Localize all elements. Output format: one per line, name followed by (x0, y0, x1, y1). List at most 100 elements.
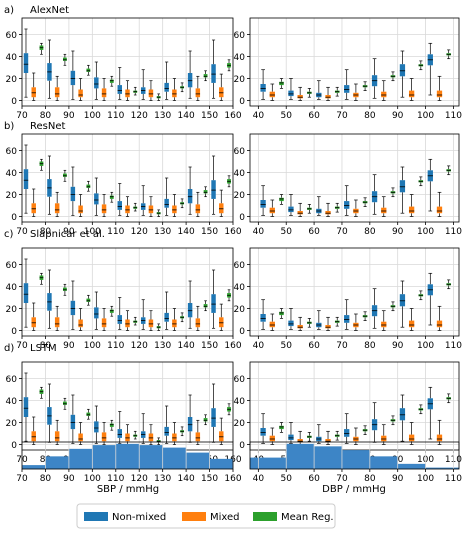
box-meanreg (63, 283, 67, 296)
box-nonmixed (23, 258, 29, 328)
legend-label-meanreg: Mean Reg. (281, 512, 334, 523)
box-mixed (148, 424, 154, 445)
box-mixed (125, 80, 130, 101)
box-body (63, 287, 67, 291)
box-nonmixed (164, 177, 169, 216)
box-nonmixed (164, 405, 169, 444)
histogram-bar (369, 456, 398, 470)
box-body (399, 180, 406, 193)
box-meanreg (390, 187, 396, 198)
box-nonmixed (260, 69, 266, 100)
xtick-label: 100 (417, 227, 434, 237)
panel-frame (21, 133, 234, 223)
box-meanreg (390, 71, 396, 82)
xtick-label: 90 (392, 227, 404, 237)
box-mixed (101, 78, 107, 101)
box-body (260, 84, 266, 92)
ytick-label: 20 (6, 75, 18, 85)
xtick-label: 120 (131, 227, 148, 237)
box-body (381, 435, 387, 442)
xtick-label: 70 (16, 341, 28, 351)
box-body (86, 184, 91, 188)
ytick-label: 60 (6, 147, 18, 157)
box-nonmixed (427, 272, 433, 326)
box-nonmixed (23, 28, 29, 98)
box-body (101, 432, 107, 442)
ytick-label: 60 (234, 147, 246, 157)
box-body (109, 309, 114, 313)
box-mixed (269, 313, 275, 331)
box-mixed (353, 313, 359, 331)
legend-swatch-mixed (182, 512, 206, 521)
xtick-label: 50 (281, 111, 293, 121)
box-meanreg (279, 308, 284, 319)
xtick-label: 70 (336, 227, 348, 237)
box-body (94, 421, 99, 433)
box-body (279, 197, 284, 202)
box-nonmixed (94, 405, 99, 444)
xtick-label: 160 (224, 227, 241, 237)
histogram-frame (21, 441, 234, 470)
xtick-label: 50 (281, 341, 293, 351)
box-mixed (125, 424, 130, 445)
box-body (109, 195, 114, 199)
box-body (211, 408, 216, 427)
box-mixed (195, 419, 201, 445)
xtick-label: 100 (84, 111, 101, 121)
box-meanreg (39, 158, 44, 171)
box-nonmixed (23, 372, 29, 442)
box-panels: 0 20 40 60 70 80 90 100 110 120 130 140 150 160 0 20 40 6… (6, 17, 462, 465)
box-nonmixed (316, 310, 322, 330)
row-c-label: Slapnicar et al. (30, 229, 105, 240)
box-mixed (325, 430, 331, 445)
ytick-label: 20 (234, 191, 246, 201)
box-nonmixed (371, 402, 378, 443)
ytick-label: 60 (234, 375, 246, 385)
xtick-label: 50 (281, 227, 293, 237)
box-body (279, 81, 284, 86)
box-body (172, 205, 177, 214)
box-nonmixed (211, 383, 216, 443)
box-body (269, 435, 275, 442)
xtick-label: 100 (84, 341, 101, 351)
ytick-label: 20 (234, 419, 246, 429)
hist-xtick-label: 80 (364, 474, 376, 484)
box-body (187, 73, 193, 88)
box-body (203, 74, 208, 78)
sbp-xlabel: SBP / mmHg (97, 484, 159, 495)
box-mixed (78, 422, 83, 445)
xtick-label: 110 (445, 111, 462, 121)
hist-xtick-label: 160 (224, 474, 241, 484)
box-nonmixed (187, 50, 193, 99)
box-body (399, 408, 406, 421)
box-body (269, 321, 275, 328)
box-nonmixed (70, 166, 76, 216)
box-body (219, 317, 224, 328)
xtick-label: 90 (63, 111, 75, 121)
box-body (70, 186, 76, 202)
box-meanreg (180, 426, 185, 437)
box-nonmixed (140, 69, 146, 100)
box-meanreg (180, 82, 185, 93)
box-meanreg (86, 294, 91, 306)
box-body (164, 198, 169, 208)
box-meanreg (109, 419, 114, 431)
xtick-label: 90 (392, 111, 404, 121)
box-body (219, 431, 224, 442)
box-mixed (101, 194, 107, 217)
box-nonmixed (371, 58, 378, 99)
box-body (195, 432, 201, 442)
box-nonmixed (117, 411, 122, 444)
box-nonmixed (117, 297, 122, 330)
box-mixed (172, 194, 177, 217)
box-body (125, 205, 130, 214)
box-body (148, 205, 154, 214)
box-body (187, 189, 193, 204)
box-meanreg (334, 316, 340, 327)
box-meanreg (418, 60, 424, 71)
panel-frame (249, 17, 460, 107)
box-mixed (148, 196, 154, 217)
box-body (172, 319, 177, 328)
box-body (101, 88, 107, 98)
